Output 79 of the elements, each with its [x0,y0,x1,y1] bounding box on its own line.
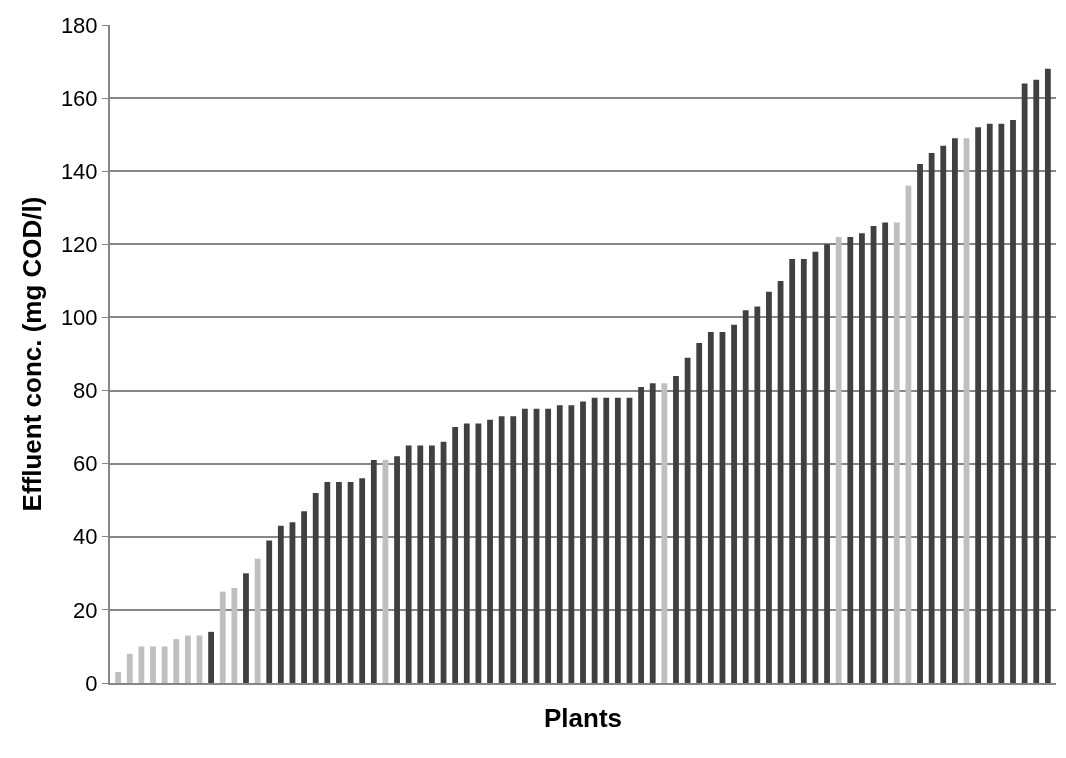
bar [568,405,575,683]
bar [928,152,935,683]
bar [219,591,226,683]
bar [150,646,156,683]
bar [452,427,459,683]
bar [882,222,889,683]
bar [696,343,703,683]
bar [975,127,982,683]
bar [138,646,145,683]
bar [231,587,238,683]
bar [800,258,807,683]
y-axis-title: Effluent conc. (mg COD/l) [16,196,47,512]
bar [673,375,679,683]
bar [498,416,505,683]
bar [824,244,830,683]
bar [580,401,586,683]
bar [789,258,796,683]
bar [510,416,517,683]
bar [243,573,249,683]
bar [1010,120,1016,683]
bar [521,408,528,683]
bar [266,540,273,683]
bar [161,646,168,683]
bar [115,672,122,683]
x-axis-title: Plants [543,702,623,733]
bar [370,460,377,683]
y-tick-label: 100 [60,305,98,331]
bar [394,456,400,683]
bar [359,478,366,683]
bar [208,631,215,683]
bar [126,653,133,683]
y-tick-label: 80 [73,378,98,404]
y-tick-label: 180 [60,12,98,38]
bar [429,445,435,683]
bar [940,145,947,683]
y-tick-label: 160 [60,85,98,111]
bar [173,639,180,683]
bar [184,635,191,683]
bar [754,306,761,683]
bar [766,291,772,683]
y-tick-label: 140 [60,158,98,184]
bar [591,397,598,683]
bar [649,383,656,683]
bar [1033,79,1040,683]
bar [277,525,284,683]
bar [707,332,714,683]
y-tick-label: 40 [73,524,98,550]
y-tick-label: 60 [73,451,98,477]
bar [917,163,923,683]
bar [405,445,412,683]
bar [324,481,331,683]
bar [951,138,958,683]
y-tick-label: 20 [73,597,98,623]
bar [998,123,1005,683]
bar [638,386,645,683]
bar [556,405,563,683]
bar [312,492,319,683]
bar [301,511,307,683]
bar [545,408,552,683]
bar [742,310,749,683]
bar [614,397,621,683]
bar [835,237,842,683]
y-tick-label: 0 [85,670,98,696]
bar [847,237,854,683]
bar [1021,83,1028,683]
y-tick-label: 120 [60,232,98,258]
bar [603,397,610,683]
bar [254,558,261,683]
bar [1044,68,1051,683]
bar [463,423,470,683]
bar [859,233,865,683]
bar [986,123,993,683]
bar [417,445,424,683]
bar [731,324,737,683]
bar [661,383,668,683]
bar [487,419,493,683]
bar [684,357,691,683]
bar [893,222,900,683]
bar [336,481,342,683]
